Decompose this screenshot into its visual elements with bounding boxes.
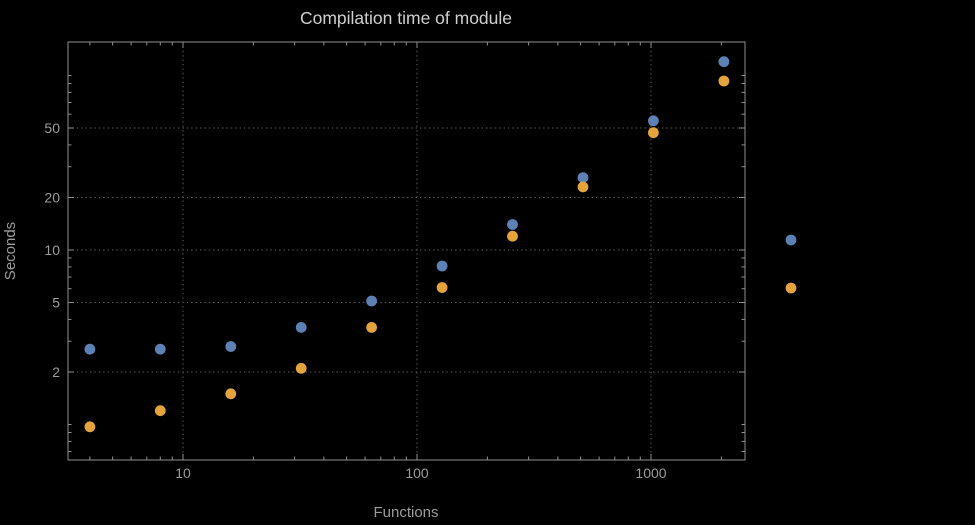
data-point-orange	[648, 127, 659, 139]
data-point-blue	[366, 295, 377, 307]
data-point-blue	[648, 115, 659, 127]
data-points	[84, 56, 730, 433]
data-point-blue	[436, 260, 448, 272]
data-point-blue	[718, 56, 730, 68]
legend-marker-orange	[785, 282, 797, 294]
data-point-orange	[154, 405, 166, 417]
x-tick-label: 100	[405, 465, 429, 481]
x-axis-label: Functions	[373, 504, 438, 521]
data-point-blue	[154, 343, 166, 355]
legend-marker-blue	[785, 234, 797, 246]
data-point-orange	[577, 181, 589, 193]
data-point-blue	[295, 322, 307, 333]
data-point-blue	[225, 341, 237, 352]
data-point-orange	[295, 362, 307, 374]
x-tick-label: 1000	[635, 465, 666, 481]
data-point-orange	[366, 322, 377, 333]
x-tick-label: 10	[175, 465, 191, 481]
gridlines	[68, 42, 745, 460]
y-tick-label: 2	[52, 364, 60, 380]
data-point-orange	[84, 421, 96, 433]
chart-title: Compilation time of module	[300, 8, 512, 28]
legend	[785, 234, 797, 294]
y-tick-label: 20	[44, 190, 60, 206]
data-point-blue	[577, 172, 589, 184]
y-tick-label: 5	[52, 295, 60, 311]
y-tick-label: 50	[44, 120, 60, 136]
y-tick-label: 10	[44, 242, 60, 258]
data-point-blue	[507, 219, 518, 230]
data-point-orange	[507, 230, 518, 242]
plot-frame	[67, 41, 746, 461]
y-axis-label: Seconds	[2, 222, 19, 280]
data-point-orange	[718, 75, 730, 87]
data-point-orange	[436, 282, 448, 293]
data-point-orange	[225, 388, 237, 400]
axis-ticks	[68, 42, 745, 460]
tick-labels: 10 100 1000 2 5 10 20 50	[44, 120, 666, 481]
data-point-blue	[84, 343, 96, 355]
